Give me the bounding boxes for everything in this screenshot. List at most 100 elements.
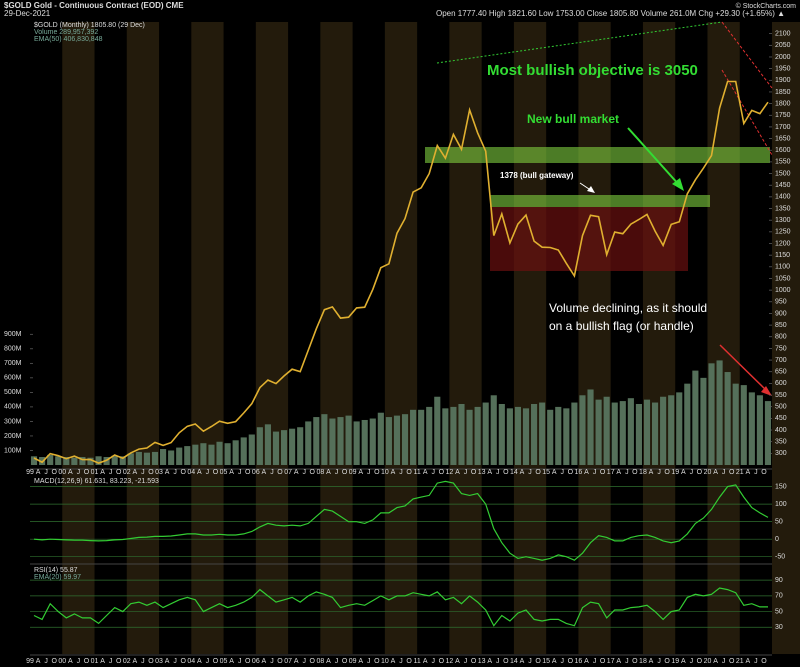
x-tick-label: J bbox=[173, 658, 177, 665]
x-tick-label: O bbox=[310, 469, 316, 476]
y-tick-label: 2100 bbox=[775, 31, 791, 38]
x-tick-label: 03 bbox=[155, 469, 163, 476]
x-tick-label: 21 bbox=[736, 658, 744, 665]
y-tick-label: 1600 bbox=[775, 147, 791, 154]
x-tick-label: 04 bbox=[187, 469, 195, 476]
volume-bar bbox=[337, 417, 344, 465]
volume-bar bbox=[55, 456, 62, 465]
y-tick-label: 300M bbox=[4, 418, 22, 425]
x-tick-label: O bbox=[503, 469, 509, 476]
x-tick-label: 11 bbox=[413, 658, 420, 665]
year-band bbox=[126, 22, 160, 654]
volume-bar bbox=[200, 443, 207, 465]
flag-line bbox=[721, 21, 773, 89]
x-tick-label: A bbox=[520, 469, 525, 476]
volume-bar bbox=[587, 389, 594, 465]
x-tick-label: J bbox=[657, 469, 661, 476]
x-tick-label: O bbox=[568, 658, 574, 665]
y-tick-label: 350 bbox=[775, 439, 787, 446]
volume-bar bbox=[611, 402, 618, 465]
x-tick-label: A bbox=[455, 469, 460, 476]
x-tick-label: J bbox=[496, 658, 500, 665]
x-tick-label: 19 bbox=[671, 469, 679, 476]
annotation: Most bullish objective is 3050 bbox=[487, 62, 698, 79]
volume-bar bbox=[297, 427, 304, 465]
x-tick-label: O bbox=[697, 469, 703, 476]
x-tick-label: 18 bbox=[639, 469, 647, 476]
x-tick-label: J bbox=[44, 469, 48, 476]
volume-bar bbox=[458, 403, 465, 465]
x-tick-label: A bbox=[713, 469, 718, 476]
arrow-head bbox=[587, 186, 595, 193]
annotation: New bull market bbox=[527, 112, 619, 126]
y-tick-label: 450 bbox=[775, 415, 787, 422]
volume-bar bbox=[740, 385, 747, 465]
x-tick-label: J bbox=[690, 658, 694, 665]
volume-bar bbox=[716, 360, 723, 465]
volume-bar bbox=[627, 398, 634, 465]
volume-bar bbox=[151, 451, 159, 465]
x-tick-label: J bbox=[593, 658, 597, 665]
y-tick-label: -50 bbox=[775, 554, 785, 561]
x-tick-label: O bbox=[213, 658, 219, 665]
x-tick-label: J bbox=[238, 469, 242, 476]
volume-bar bbox=[764, 401, 772, 465]
x-tick-label: O bbox=[406, 469, 412, 476]
annotation-shapes bbox=[30, 21, 773, 656]
y-tick-label: 750 bbox=[775, 345, 787, 352]
x-tick-label: J bbox=[690, 469, 694, 476]
volume-bar bbox=[668, 395, 675, 465]
y-tick-label: 1900 bbox=[775, 77, 791, 84]
x-tick-label: 17 bbox=[607, 469, 615, 476]
x-tick-label: O bbox=[342, 658, 348, 665]
x-tick-label: O bbox=[148, 469, 154, 476]
volume-bar bbox=[313, 417, 320, 465]
x-tick-label: 02 bbox=[123, 469, 131, 476]
y-tick-label: 1200 bbox=[775, 240, 791, 247]
x-tick-label: J bbox=[238, 658, 242, 665]
volume-bar bbox=[135, 451, 142, 465]
volume-bar bbox=[87, 457, 94, 465]
volume-bar bbox=[232, 440, 239, 465]
volume-bar bbox=[71, 457, 78, 465]
x-tick-label: J bbox=[464, 658, 468, 665]
volume-bar bbox=[401, 414, 409, 465]
x-tick-label: J bbox=[561, 469, 565, 476]
x-tick-label: A bbox=[681, 658, 686, 665]
legend-entry: Volume 289,957,392 bbox=[34, 29, 98, 36]
x-tick-label: A bbox=[358, 658, 363, 665]
volume-bar bbox=[490, 395, 497, 465]
x-tick-label: A bbox=[584, 658, 589, 665]
y-tick-label: 2050 bbox=[775, 42, 791, 49]
volume-bar bbox=[684, 383, 691, 465]
volume-bar bbox=[531, 403, 538, 465]
x-tick-label: O bbox=[84, 469, 90, 476]
volume-bar bbox=[176, 447, 183, 465]
x-tick-label: A bbox=[229, 469, 234, 476]
y-tick-label: 1100 bbox=[775, 264, 790, 271]
volume-bar bbox=[410, 409, 417, 465]
x-tick-label: O bbox=[277, 469, 283, 476]
y-tick-label: 600 bbox=[775, 380, 787, 387]
x-tick-label: J bbox=[561, 658, 565, 665]
x-tick-label: 09 bbox=[349, 658, 357, 665]
volume-bar bbox=[39, 457, 46, 465]
x-tick-label: A bbox=[745, 469, 750, 476]
y-tick-label: 1150 bbox=[775, 252, 790, 259]
x-tick-label: J bbox=[109, 469, 113, 476]
volume-bar bbox=[442, 408, 449, 465]
x-tick-label: O bbox=[664, 658, 670, 665]
x-tick-label: J bbox=[722, 658, 726, 665]
volume-bar bbox=[643, 399, 651, 465]
x-tick-label: J bbox=[335, 469, 339, 476]
x-tick-label: O bbox=[697, 658, 703, 665]
arrow-head bbox=[761, 386, 772, 396]
x-tick-label: O bbox=[471, 658, 477, 665]
y-tick-label: 600M bbox=[4, 375, 22, 382]
volume-bar bbox=[724, 372, 731, 465]
x-tick-label: A bbox=[229, 658, 234, 665]
y-tick-label: 1650 bbox=[775, 135, 791, 142]
volume-bar bbox=[579, 395, 586, 465]
x-tick-label: J bbox=[496, 469, 500, 476]
x-tick-label: J bbox=[270, 658, 274, 665]
